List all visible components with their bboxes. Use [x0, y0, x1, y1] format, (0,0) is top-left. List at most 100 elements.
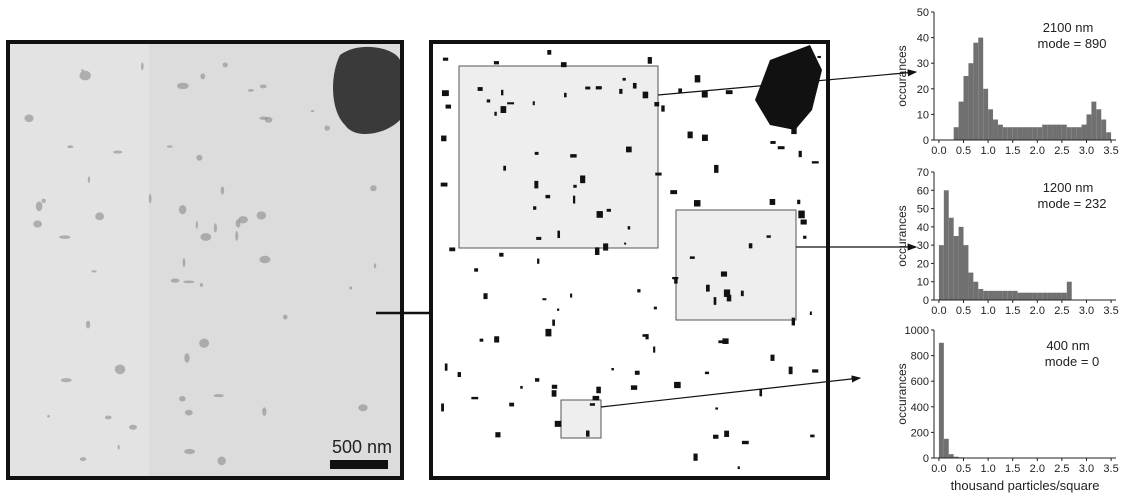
speck — [149, 194, 152, 203]
speck — [95, 212, 104, 220]
particle — [471, 397, 478, 399]
speck — [370, 185, 376, 191]
particle — [721, 271, 727, 276]
particle — [501, 90, 503, 96]
particle — [727, 295, 732, 302]
x-tick-label: 1.5 — [1005, 305, 1020, 317]
x-tick-label: 2.0 — [1030, 463, 1045, 475]
histogram-bar — [1086, 114, 1091, 140]
histogram-bar — [983, 291, 988, 300]
particle — [715, 407, 718, 409]
particle — [545, 329, 551, 337]
histogram-bar — [1027, 127, 1032, 140]
x-tick-label: 0.0 — [931, 145, 946, 157]
y-tick-label: 0 — [923, 453, 929, 465]
particle — [690, 256, 695, 259]
x-tick-label: 1.0 — [980, 463, 995, 475]
histogram-bar — [998, 125, 1003, 140]
dark-cluster — [333, 47, 400, 134]
particle — [590, 403, 595, 406]
histogram-bar — [1101, 120, 1106, 140]
particle — [597, 211, 603, 218]
particle — [535, 152, 539, 155]
particle — [688, 132, 693, 139]
histogram-bar — [954, 127, 959, 140]
particle — [480, 339, 484, 342]
x-tick-label: 1.5 — [1005, 145, 1020, 157]
histogram-bar — [1067, 127, 1072, 140]
histogram-bar — [1106, 132, 1111, 140]
particle — [628, 226, 631, 229]
speck — [214, 223, 217, 232]
y-tick-label: 200 — [911, 427, 929, 439]
speck — [171, 279, 180, 283]
speck — [199, 338, 209, 347]
x-tick-label: 2.5 — [1054, 145, 1069, 157]
particle — [611, 368, 614, 370]
particle — [792, 64, 798, 71]
particle — [771, 355, 775, 361]
particle — [654, 102, 659, 106]
speck — [259, 256, 270, 263]
particle — [580, 175, 585, 183]
speck — [196, 221, 198, 229]
y-axis-label: occurances — [895, 45, 909, 106]
particle — [742, 441, 749, 444]
speck — [221, 186, 225, 194]
particle — [545, 195, 550, 198]
region-1200 — [676, 210, 796, 320]
histogram-bar — [1032, 127, 1037, 140]
particle — [799, 151, 802, 157]
particle — [552, 385, 557, 389]
speck — [141, 62, 144, 70]
x-tick-label: 0.0 — [931, 463, 946, 475]
speck — [200, 73, 205, 79]
y-axis-label: occurances — [895, 205, 909, 266]
particle — [501, 106, 507, 113]
particle — [741, 291, 744, 297]
particle — [726, 90, 733, 94]
histogram-bar — [964, 76, 969, 140]
speck — [223, 62, 228, 67]
speck — [358, 404, 367, 411]
x-tick-label: 2.5 — [1054, 463, 1069, 475]
particle — [633, 83, 637, 89]
x-tick-label: 3.0 — [1079, 305, 1094, 317]
x-tick-label: 2.0 — [1030, 145, 1045, 157]
figure: 500 nm 010203040500.00.51.01.52.02.53.03… — [0, 0, 1134, 500]
binary-image — [431, 42, 828, 478]
y-tick-label: 40 — [917, 222, 929, 234]
speck — [235, 231, 238, 241]
x-tick-label: 2.0 — [1030, 305, 1045, 317]
particle — [458, 372, 461, 377]
particle — [797, 200, 800, 204]
x-tick-label: 1.5 — [1005, 463, 1020, 475]
histogram-title: 400 nm — [1046, 338, 1089, 353]
speck — [218, 457, 226, 466]
speck — [91, 270, 96, 272]
y-tick-label: 0 — [923, 295, 929, 307]
particle — [586, 431, 590, 437]
particle — [596, 387, 601, 394]
particle — [788, 120, 792, 123]
particle — [724, 431, 729, 437]
particle — [695, 75, 701, 82]
particle — [533, 101, 535, 105]
particle — [693, 454, 697, 461]
particle — [706, 285, 710, 292]
histogram-bar — [978, 38, 983, 140]
particle — [637, 289, 640, 292]
y-tick-label: 50 — [917, 204, 929, 216]
y-tick-label: 60 — [917, 185, 929, 197]
particle — [643, 92, 649, 99]
histogram-bar — [954, 236, 959, 300]
x-tick-label: 3.5 — [1103, 463, 1118, 475]
particle — [714, 165, 718, 173]
particle — [624, 243, 626, 245]
particle — [603, 243, 608, 250]
histogram-bar — [973, 43, 978, 140]
y-tick-label: 30 — [917, 240, 929, 252]
histogram-bar — [1042, 125, 1047, 140]
particle — [702, 91, 708, 97]
histogram-title: 2100 nm — [1043, 20, 1094, 35]
